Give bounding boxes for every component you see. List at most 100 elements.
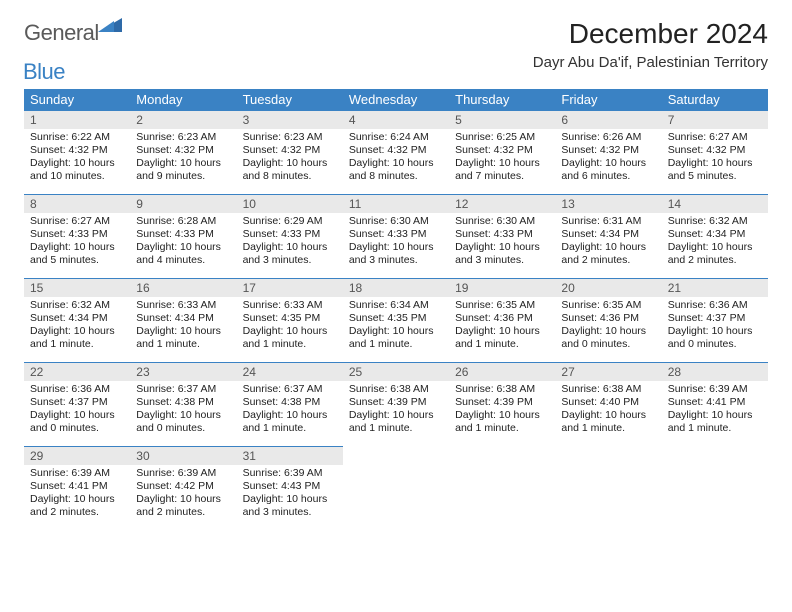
- day-text: Sunrise: 6:39 AMSunset: 4:42 PMDaylight:…: [130, 465, 236, 524]
- calendar-cell: [343, 446, 449, 530]
- day-number: 22: [24, 363, 130, 381]
- day-text: Sunrise: 6:38 AMSunset: 4:40 PMDaylight:…: [555, 381, 661, 440]
- calendar-cell: 1Sunrise: 6:22 AMSunset: 4:32 PMDaylight…: [24, 110, 130, 194]
- day-number: 23: [130, 363, 236, 381]
- day-number: 5: [449, 111, 555, 129]
- calendar-cell: 8Sunrise: 6:27 AMSunset: 4:33 PMDaylight…: [24, 194, 130, 278]
- calendar-row: 29Sunrise: 6:39 AMSunset: 4:41 PMDayligh…: [24, 446, 768, 530]
- day-number: 18: [343, 279, 449, 297]
- day-text: Sunrise: 6:32 AMSunset: 4:34 PMDaylight:…: [662, 213, 768, 272]
- day-wrap: 25Sunrise: 6:38 AMSunset: 4:39 PMDayligh…: [343, 362, 449, 446]
- day-number: 31: [237, 447, 343, 465]
- day-wrap: 18Sunrise: 6:34 AMSunset: 4:35 PMDayligh…: [343, 278, 449, 362]
- day-wrap: 28Sunrise: 6:39 AMSunset: 4:41 PMDayligh…: [662, 362, 768, 446]
- day-text: Sunrise: 6:25 AMSunset: 4:32 PMDaylight:…: [449, 129, 555, 188]
- calendar-table: SundayMondayTuesdayWednesdayThursdayFrid…: [24, 89, 768, 530]
- calendar-cell: 9Sunrise: 6:28 AMSunset: 4:33 PMDaylight…: [130, 194, 236, 278]
- calendar-cell: 21Sunrise: 6:36 AMSunset: 4:37 PMDayligh…: [662, 278, 768, 362]
- calendar-cell: [555, 446, 661, 530]
- day-text: Sunrise: 6:37 AMSunset: 4:38 PMDaylight:…: [237, 381, 343, 440]
- day-wrap: 24Sunrise: 6:37 AMSunset: 4:38 PMDayligh…: [237, 362, 343, 446]
- day-wrap: 27Sunrise: 6:38 AMSunset: 4:40 PMDayligh…: [555, 362, 661, 446]
- day-number: 11: [343, 195, 449, 213]
- day-wrap: 5Sunrise: 6:25 AMSunset: 4:32 PMDaylight…: [449, 110, 555, 194]
- calendar-cell: 31Sunrise: 6:39 AMSunset: 4:43 PMDayligh…: [237, 446, 343, 530]
- day-wrap: 29Sunrise: 6:39 AMSunset: 4:41 PMDayligh…: [24, 446, 130, 530]
- day-number: 13: [555, 195, 661, 213]
- day-wrap: 8Sunrise: 6:27 AMSunset: 4:33 PMDaylight…: [24, 194, 130, 278]
- day-wrap: 2Sunrise: 6:23 AMSunset: 4:32 PMDaylight…: [130, 110, 236, 194]
- logo-text-general: General: [24, 20, 99, 46]
- calendar-row: 15Sunrise: 6:32 AMSunset: 4:34 PMDayligh…: [24, 278, 768, 362]
- day-text: Sunrise: 6:34 AMSunset: 4:35 PMDaylight:…: [343, 297, 449, 356]
- day-number: 21: [662, 279, 768, 297]
- calendar-header: SundayMondayTuesdayWednesdayThursdayFrid…: [24, 89, 768, 110]
- day-text: Sunrise: 6:24 AMSunset: 4:32 PMDaylight:…: [343, 129, 449, 188]
- calendar-cell: 19Sunrise: 6:35 AMSunset: 4:36 PMDayligh…: [449, 278, 555, 362]
- day-wrap: 16Sunrise: 6:33 AMSunset: 4:34 PMDayligh…: [130, 278, 236, 362]
- day-number: 9: [130, 195, 236, 213]
- day-number: 3: [237, 111, 343, 129]
- calendar-row: 1Sunrise: 6:22 AMSunset: 4:32 PMDaylight…: [24, 110, 768, 194]
- day-number: 25: [343, 363, 449, 381]
- calendar-cell: 4Sunrise: 6:24 AMSunset: 4:32 PMDaylight…: [343, 110, 449, 194]
- calendar-cell: 23Sunrise: 6:37 AMSunset: 4:38 PMDayligh…: [130, 362, 236, 446]
- day-wrap: 23Sunrise: 6:37 AMSunset: 4:38 PMDayligh…: [130, 362, 236, 446]
- day-text: Sunrise: 6:27 AMSunset: 4:33 PMDaylight:…: [24, 213, 130, 272]
- day-number: 6: [555, 111, 661, 129]
- calendar-cell: 29Sunrise: 6:39 AMSunset: 4:41 PMDayligh…: [24, 446, 130, 530]
- day-number: 17: [237, 279, 343, 297]
- day-text: Sunrise: 6:22 AMSunset: 4:32 PMDaylight:…: [24, 129, 130, 188]
- day-text: Sunrise: 6:30 AMSunset: 4:33 PMDaylight:…: [449, 213, 555, 272]
- logo-text-blue: Blue: [23, 59, 65, 84]
- day-number: 15: [24, 279, 130, 297]
- calendar-cell: 25Sunrise: 6:38 AMSunset: 4:39 PMDayligh…: [343, 362, 449, 446]
- calendar-cell: 24Sunrise: 6:37 AMSunset: 4:38 PMDayligh…: [237, 362, 343, 446]
- day-text: Sunrise: 6:26 AMSunset: 4:32 PMDaylight:…: [555, 129, 661, 188]
- day-wrap: 13Sunrise: 6:31 AMSunset: 4:34 PMDayligh…: [555, 194, 661, 278]
- calendar-cell: 30Sunrise: 6:39 AMSunset: 4:42 PMDayligh…: [130, 446, 236, 530]
- day-wrap: 7Sunrise: 6:27 AMSunset: 4:32 PMDaylight…: [662, 110, 768, 194]
- day-wrap: 9Sunrise: 6:28 AMSunset: 4:33 PMDaylight…: [130, 194, 236, 278]
- day-text: Sunrise: 6:39 AMSunset: 4:43 PMDaylight:…: [237, 465, 343, 524]
- day-wrap: 6Sunrise: 6:26 AMSunset: 4:32 PMDaylight…: [555, 110, 661, 194]
- day-number: 12: [449, 195, 555, 213]
- day-wrap: 30Sunrise: 6:39 AMSunset: 4:42 PMDayligh…: [130, 446, 236, 530]
- day-wrap: 12Sunrise: 6:30 AMSunset: 4:33 PMDayligh…: [449, 194, 555, 278]
- weekday-header: Saturday: [662, 89, 768, 110]
- day-wrap: 22Sunrise: 6:36 AMSunset: 4:37 PMDayligh…: [24, 362, 130, 446]
- calendar-cell: 10Sunrise: 6:29 AMSunset: 4:33 PMDayligh…: [237, 194, 343, 278]
- weekday-header: Monday: [130, 89, 236, 110]
- day-text: Sunrise: 6:37 AMSunset: 4:38 PMDaylight:…: [130, 381, 236, 440]
- logo: General: [24, 20, 122, 46]
- day-text: Sunrise: 6:38 AMSunset: 4:39 PMDaylight:…: [449, 381, 555, 440]
- day-text: Sunrise: 6:23 AMSunset: 4:32 PMDaylight:…: [130, 129, 236, 188]
- calendar-row: 22Sunrise: 6:36 AMSunset: 4:37 PMDayligh…: [24, 362, 768, 446]
- day-number: 1: [24, 111, 130, 129]
- day-text: Sunrise: 6:28 AMSunset: 4:33 PMDaylight:…: [130, 213, 236, 272]
- calendar-cell: 26Sunrise: 6:38 AMSunset: 4:39 PMDayligh…: [449, 362, 555, 446]
- day-text: Sunrise: 6:33 AMSunset: 4:35 PMDaylight:…: [237, 297, 343, 356]
- calendar-body: 1Sunrise: 6:22 AMSunset: 4:32 PMDaylight…: [24, 110, 768, 530]
- day-text: Sunrise: 6:36 AMSunset: 4:37 PMDaylight:…: [662, 297, 768, 356]
- day-wrap: 15Sunrise: 6:32 AMSunset: 4:34 PMDayligh…: [24, 278, 130, 362]
- calendar-cell: 13Sunrise: 6:31 AMSunset: 4:34 PMDayligh…: [555, 194, 661, 278]
- calendar-cell: 22Sunrise: 6:36 AMSunset: 4:37 PMDayligh…: [24, 362, 130, 446]
- day-text: Sunrise: 6:23 AMSunset: 4:32 PMDaylight:…: [237, 129, 343, 188]
- day-number: 24: [237, 363, 343, 381]
- calendar-cell: 15Sunrise: 6:32 AMSunset: 4:34 PMDayligh…: [24, 278, 130, 362]
- day-number: 30: [130, 447, 236, 465]
- calendar-cell: 16Sunrise: 6:33 AMSunset: 4:34 PMDayligh…: [130, 278, 236, 362]
- day-number: 20: [555, 279, 661, 297]
- day-number: 14: [662, 195, 768, 213]
- day-wrap: 3Sunrise: 6:23 AMSunset: 4:32 PMDaylight…: [237, 110, 343, 194]
- day-number: 26: [449, 363, 555, 381]
- weekday-header: Wednesday: [343, 89, 449, 110]
- weekday-header: Sunday: [24, 89, 130, 110]
- day-number: 2: [130, 111, 236, 129]
- calendar-cell: 5Sunrise: 6:25 AMSunset: 4:32 PMDaylight…: [449, 110, 555, 194]
- day-text: Sunrise: 6:29 AMSunset: 4:33 PMDaylight:…: [237, 213, 343, 272]
- day-number: 19: [449, 279, 555, 297]
- calendar-cell: 11Sunrise: 6:30 AMSunset: 4:33 PMDayligh…: [343, 194, 449, 278]
- day-number: 27: [555, 363, 661, 381]
